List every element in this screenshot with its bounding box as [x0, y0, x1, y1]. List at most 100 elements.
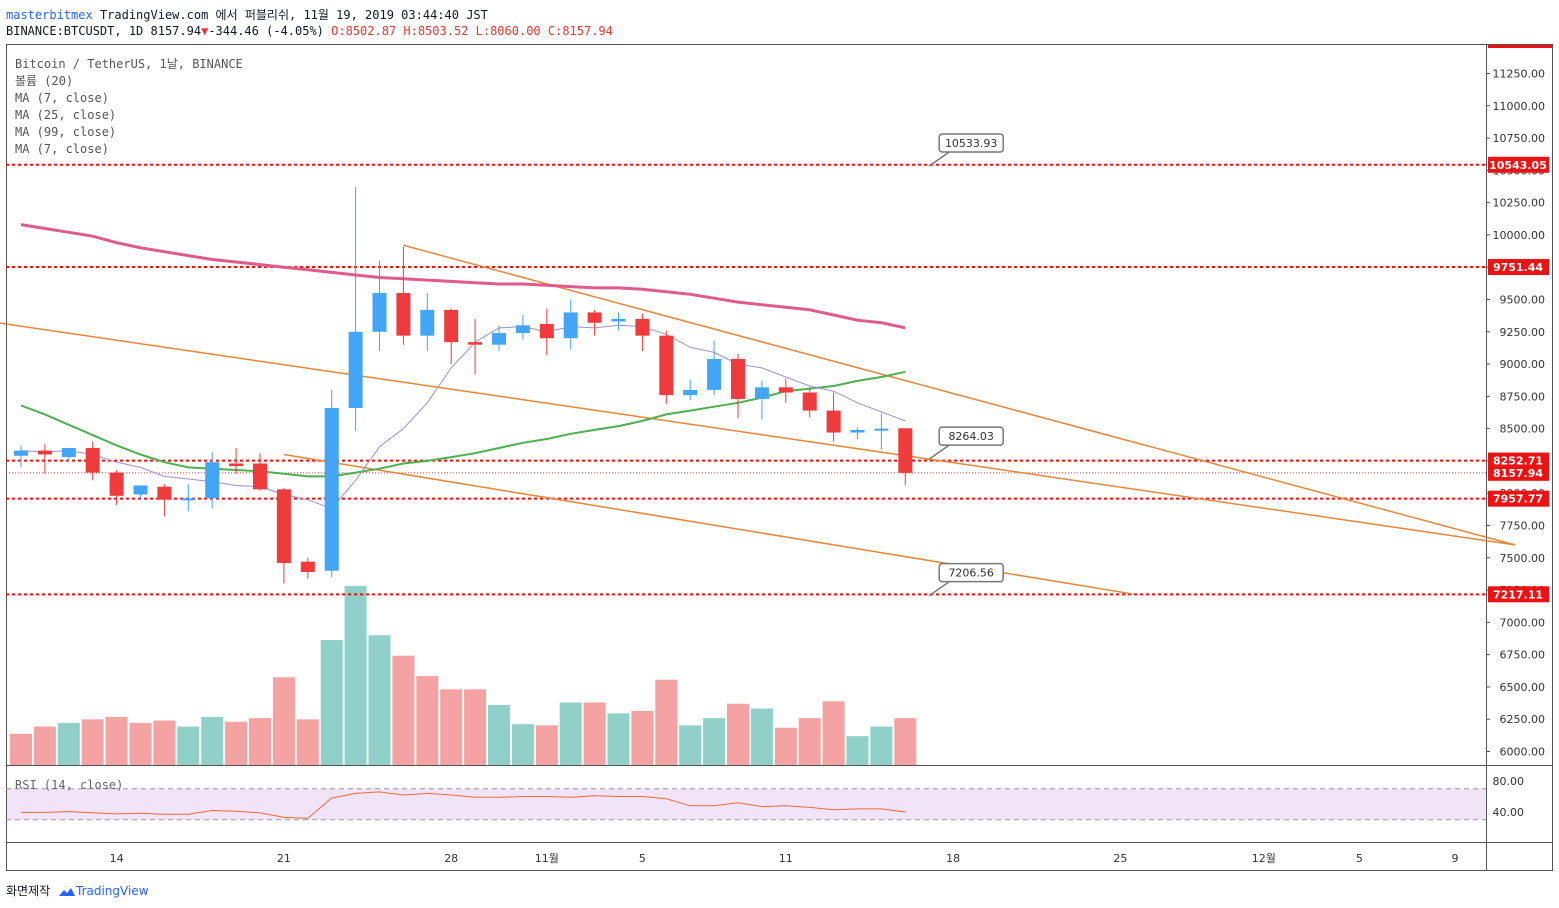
price-tick-label: 7500.00 [1500, 552, 1546, 565]
candle-body [611, 318, 626, 322]
volume-bar [798, 718, 821, 765]
candle-body [778, 387, 793, 393]
candle-body [109, 472, 124, 496]
callout-box [938, 426, 1004, 446]
price-tick-label: 6500.00 [1500, 681, 1546, 694]
time-tick-label: 28 [444, 852, 458, 865]
callout-pointer [928, 444, 950, 460]
price-tick-label: 10750.00 [1493, 132, 1546, 145]
volume-bar [33, 726, 56, 765]
trendline [403, 244, 1515, 546]
candle-body [587, 312, 602, 323]
ohlc-values: O:8502.87 H:8503.52 L:8060.00 C:8157.94 [331, 24, 613, 38]
volume-bar [416, 676, 439, 765]
price-axis-badge-label: 9751.44 [1493, 261, 1543, 274]
legend-symbol[interactable]: Bitcoin / TetherUS, 1날, BINANCE [15, 57, 243, 71]
legend-ma-99[interactable]: MA (99, close) [15, 125, 117, 139]
time-tick-label: 18 [946, 852, 960, 865]
price-axis-badge [1488, 156, 1549, 173]
price-axis-badge [1488, 586, 1549, 603]
volume-bar [774, 727, 797, 765]
legend-ma-25[interactable]: MA (25, close) [15, 108, 117, 122]
volume-bar [870, 726, 893, 765]
volume-bar [631, 710, 654, 765]
time-tick-label: 5 [1356, 852, 1363, 865]
candle-body [850, 429, 865, 433]
price-callout[interactable]: 10533.93 [928, 133, 1004, 167]
price-tick-label: 9000.00 [1500, 358, 1546, 371]
tradingview-brand[interactable]: TradingView [58, 884, 149, 898]
callout-label: 7206.56 [948, 567, 994, 580]
rsi-tick-label: 40.00 [1493, 806, 1525, 819]
price-tick-label: 11250.00 [1493, 68, 1546, 81]
price-tick-label: 8500.00 [1500, 423, 1546, 436]
price-tick-label: 10000.00 [1493, 229, 1546, 242]
legend-ma-7b[interactable]: MA (7, close) [15, 142, 109, 156]
trendline [0, 322, 1515, 546]
rsi-title: RSI (14, close) [15, 778, 123, 792]
volume-bar [249, 718, 271, 765]
callout-label: 10533.93 [945, 137, 998, 150]
legend-volume[interactable]: 볼륨 (20) [15, 74, 74, 88]
candle-body [492, 333, 506, 345]
volume-bar [392, 655, 415, 765]
price-axis-badge-label: 8157.94 [1493, 467, 1543, 480]
price-tick-label: 8750.00 [1500, 390, 1546, 403]
candle-body [324, 407, 339, 571]
footer: 화면제작 TradingView [6, 882, 149, 899]
volume-bar [679, 725, 702, 765]
volume-bar [846, 736, 869, 765]
price-tick-label: 10250.00 [1493, 197, 1546, 210]
price-axis-badge-label: 7217.11 [1493, 588, 1543, 601]
ma99-line [20, 223, 906, 330]
price-tick-label: 7000.00 [1500, 616, 1546, 629]
volume-bar [225, 721, 248, 765]
candle-body [731, 358, 745, 399]
candle-body [898, 428, 913, 473]
candle-body [229, 463, 244, 467]
time-tick-label: 11 [779, 852, 793, 865]
candle-body [300, 561, 315, 572]
published-info: TradingView.com 에서 퍼블리쉬, 11월 19, 2019 03… [99, 8, 488, 22]
tradingview-brand-label: TradingView [76, 884, 149, 898]
price-axis-badge [1488, 464, 1549, 481]
time-tick-label: 21 [277, 852, 291, 865]
volume-bar [703, 718, 726, 765]
publish-line: masterbitmex TradingView.com 에서 퍼블리쉬, 11… [6, 6, 488, 23]
volume-bar [177, 726, 200, 765]
volume-bar [272, 677, 295, 765]
price-tick-label: 9500.00 [1500, 294, 1546, 307]
volume-bar [559, 702, 582, 765]
time-tick-label: 14 [110, 852, 124, 865]
candle-body [635, 318, 650, 336]
ma7-line [20, 324, 906, 510]
candle-body [133, 485, 148, 495]
volume-bar [607, 713, 630, 765]
volume-bar [296, 719, 319, 765]
author-link[interactable]: masterbitmex [6, 8, 93, 22]
volume-bar [727, 703, 749, 765]
candle-body [515, 325, 530, 334]
time-tick-label: 11월 [535, 852, 559, 865]
volume-bar [822, 701, 845, 765]
candle-body [372, 293, 387, 332]
price-callout[interactable]: 7206.56 [928, 562, 1004, 597]
candle-body [563, 312, 578, 339]
axis-top-marker [1488, 45, 1552, 48]
callout-pointer [928, 581, 950, 597]
price-tick-label: 7750.00 [1500, 520, 1546, 533]
volume-bar [153, 720, 176, 765]
symbol-line: BINANCE:BTCUSDT, 1D 8157.94▼-344.46 (-4.… [6, 24, 613, 38]
candle-body [659, 335, 674, 396]
volume-bar [583, 702, 606, 765]
price-axis-badge [1488, 259, 1549, 276]
time-tick-label: 9 [1452, 852, 1459, 865]
legend-ma-7[interactable]: MA (7, close) [15, 91, 109, 105]
candle-body [157, 486, 172, 500]
candle-body [754, 387, 769, 399]
volume-bar [440, 689, 463, 765]
volume-bar [655, 679, 678, 765]
price-callout[interactable]: 8264.03 [928, 426, 1004, 460]
volume-bar [320, 640, 343, 765]
